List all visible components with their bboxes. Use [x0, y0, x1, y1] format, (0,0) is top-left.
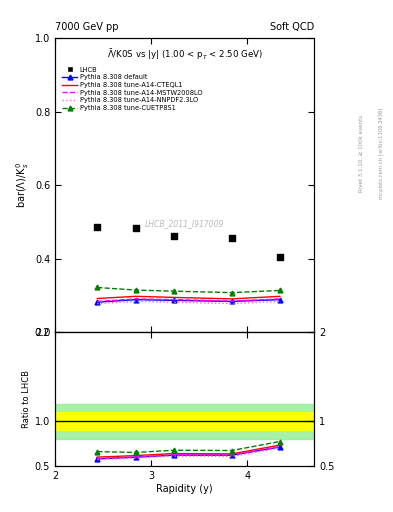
Pythia 8.308 tune-A14-CTEQL1 [95, 295, 100, 302]
Pythia 8.308 tune-A14-MSTW2008LO [277, 296, 282, 302]
Pythia 8.308 default [277, 296, 282, 303]
Pythia 8.308 tune-A14-CTEQL1 [172, 294, 176, 301]
Bar [55, 403, 314, 439]
Pythia 8.308 tune-A14-MSTW2008LO [133, 296, 138, 302]
Text: mcplots.cern.ch [arXiv:1306.3436]: mcplots.cern.ch [arXiv:1306.3436] [379, 108, 384, 199]
Bar [55, 413, 314, 430]
Pythia 8.308 tune-A14-NNPDF2.3LO [172, 299, 176, 305]
LHCB [229, 233, 235, 242]
LHCB [171, 232, 177, 240]
Text: $\bar{\Lambda}$/K0S vs |y| (1.00 < p$_{T}$ < 2.50 GeV): $\bar{\Lambda}$/K0S vs |y| (1.00 < p$_{T… [107, 47, 263, 62]
Line: Pythia 8.308 tune-A14-NNPDF2.3LO: Pythia 8.308 tune-A14-NNPDF2.3LO [97, 302, 280, 304]
Legend: LHCB, Pythia 8.308 default, Pythia 8.308 tune-A14-CTEQL1, Pythia 8.308 tune-A14-: LHCB, Pythia 8.308 default, Pythia 8.308… [61, 65, 204, 112]
Pythia 8.308 tune-A14-NNPDF2.3LO [277, 298, 282, 305]
Pythia 8.308 tune-A14-MSTW2008LO [95, 298, 100, 305]
LHCB [277, 252, 283, 261]
Pythia 8.308 default [172, 297, 176, 304]
Text: Rivet 3.1.10, ≥ 100k events: Rivet 3.1.10, ≥ 100k events [359, 115, 364, 192]
Pythia 8.308 tune-CUETP8S1 [230, 290, 234, 296]
LHCB [132, 224, 139, 232]
Pythia 8.308 tune-A14-NNPDF2.3LO [95, 301, 100, 307]
Text: LHCB_2011_I917009: LHCB_2011_I917009 [145, 219, 224, 228]
Pythia 8.308 tune-CUETP8S1 [133, 287, 138, 293]
Pythia 8.308 tune-CUETP8S1 [95, 285, 100, 291]
Pythia 8.308 tune-A14-NNPDF2.3LO [230, 301, 234, 307]
Line: Pythia 8.308 tune-CUETP8S1: Pythia 8.308 tune-CUETP8S1 [95, 285, 282, 295]
Pythia 8.308 tune-A14-MSTW2008LO [230, 298, 234, 304]
Y-axis label: Ratio to LHCB: Ratio to LHCB [22, 370, 31, 428]
Pythia 8.308 tune-CUETP8S1 [277, 287, 282, 293]
Text: 7000 GeV pp: 7000 GeV pp [55, 22, 119, 32]
Y-axis label: bar($\Lambda$)/K$^{0}_{s}$: bar($\Lambda$)/K$^{0}_{s}$ [14, 162, 31, 208]
X-axis label: Rapidity (y): Rapidity (y) [156, 483, 213, 494]
Pythia 8.308 default [133, 296, 138, 303]
Text: Soft QCD: Soft QCD [270, 22, 314, 32]
Pythia 8.308 tune-A14-CTEQL1 [133, 293, 138, 300]
Pythia 8.308 default [230, 298, 234, 305]
Pythia 8.308 tune-A14-CTEQL1 [277, 293, 282, 300]
Line: Pythia 8.308 tune-A14-CTEQL1: Pythia 8.308 tune-A14-CTEQL1 [97, 296, 280, 299]
Line: Pythia 8.308 default: Pythia 8.308 default [95, 297, 282, 305]
Pythia 8.308 tune-A14-NNPDF2.3LO [133, 298, 138, 305]
Line: Pythia 8.308 tune-A14-MSTW2008LO: Pythia 8.308 tune-A14-MSTW2008LO [97, 299, 280, 302]
LHCB [94, 223, 101, 231]
Pythia 8.308 tune-A14-CTEQL1 [230, 296, 234, 302]
Pythia 8.308 default [95, 299, 100, 305]
Pythia 8.308 tune-A14-MSTW2008LO [172, 296, 176, 303]
Pythia 8.308 tune-CUETP8S1 [172, 288, 176, 294]
